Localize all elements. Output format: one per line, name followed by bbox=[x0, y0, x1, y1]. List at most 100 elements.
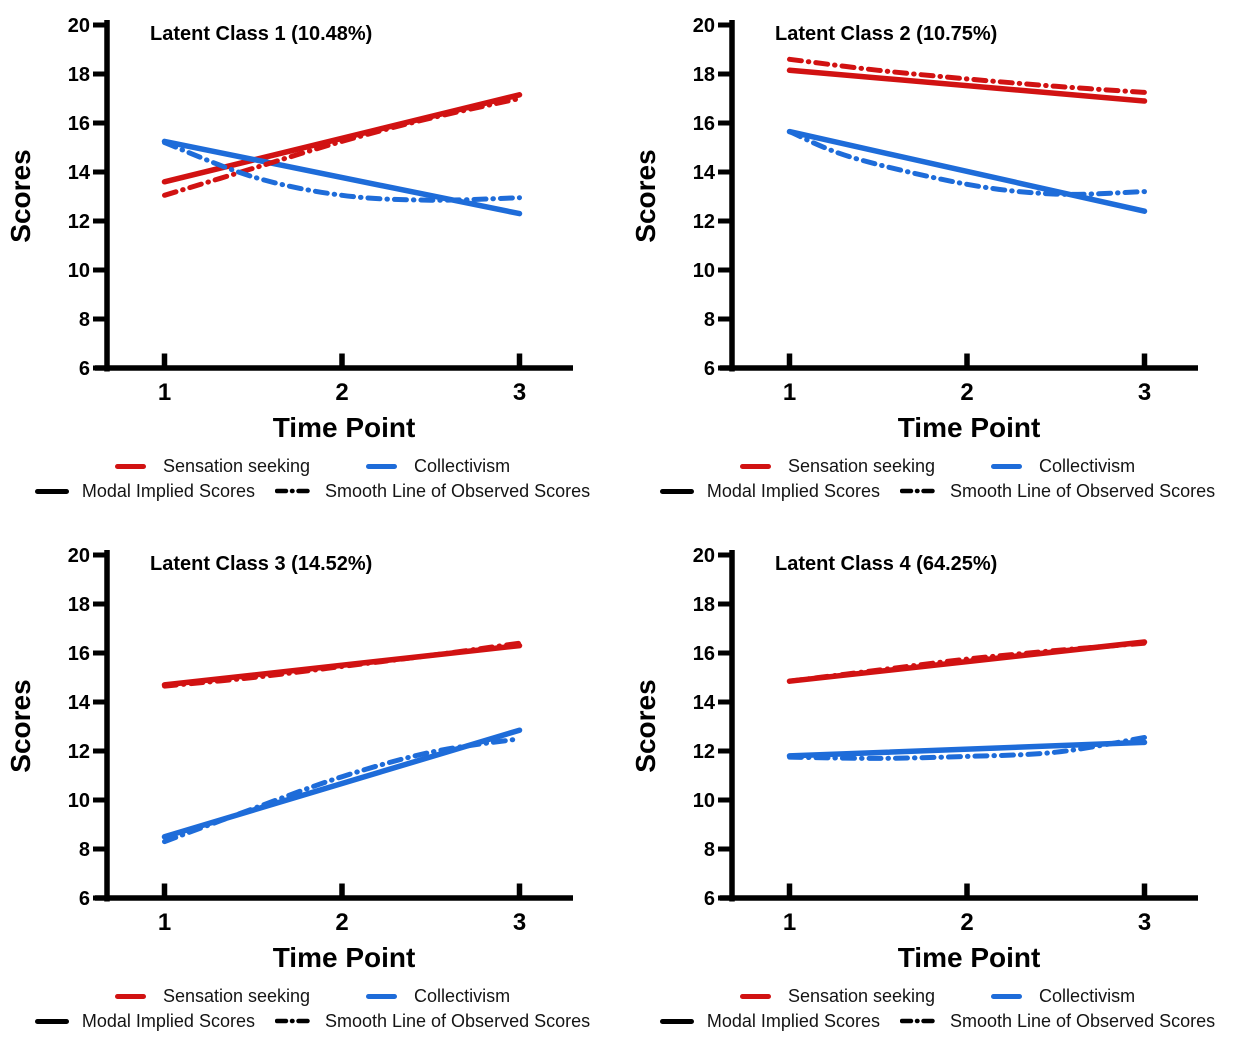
y-tick-label: 10 bbox=[693, 260, 715, 282]
y-tick-label: 16 bbox=[68, 113, 90, 135]
legend-swatch-modal-implied bbox=[659, 1018, 694, 1024]
x-tick-label: 1 bbox=[783, 379, 796, 406]
legend-row-series: Sensation seeking Collectivism bbox=[625, 455, 1250, 477]
legend: Sensation seeking Collectivism Modal Imp… bbox=[0, 455, 625, 502]
legend-swatch-collectivism bbox=[366, 463, 398, 469]
legend-row-styles: Modal Implied Scores Smooth Line of Obse… bbox=[0, 1010, 625, 1032]
legend: Sensation seeking Collectivism Modal Imp… bbox=[625, 455, 1250, 502]
y-tick-label: 14 bbox=[68, 162, 91, 184]
x-tick-label: 2 bbox=[960, 379, 973, 406]
y-tick-label: 6 bbox=[704, 358, 715, 380]
legend-label-modal-implied: Modal Implied Scores bbox=[81, 1010, 255, 1031]
y-tick-label: 10 bbox=[68, 260, 90, 282]
panel-title: Latent Class 2 (10.75%) bbox=[775, 23, 997, 45]
x-tick-label: 2 bbox=[335, 909, 348, 936]
legend-label-smooth-observed: Smooth Line of Observed Scores bbox=[324, 1010, 591, 1031]
legend: Sensation seeking Collectivism Modal Imp… bbox=[0, 985, 625, 1032]
y-tick-label: 8 bbox=[704, 839, 715, 861]
series-collectivism-dashdot-line bbox=[787, 129, 1147, 197]
y-tick-label: 18 bbox=[68, 594, 90, 616]
legend: Sensation seeking Collectivism Modal Imp… bbox=[625, 985, 1250, 1032]
legend-label-modal-implied: Modal Implied Scores bbox=[706, 480, 880, 501]
x-tick-label: 3 bbox=[1138, 379, 1151, 406]
legend-label-collectivism: Collectivism bbox=[1039, 985, 1136, 1006]
legend-swatch-sensation-seeking bbox=[739, 463, 771, 469]
legend-swatch-sensation-seeking bbox=[114, 463, 146, 469]
y-tick-label: 8 bbox=[79, 309, 90, 331]
y-tick-label: 20 bbox=[693, 545, 715, 567]
series-sensation_seeking-dashdot-line bbox=[162, 96, 522, 198]
legend-swatch-collectivism bbox=[366, 993, 398, 999]
series-sensation_seeking-dashdot-line bbox=[787, 640, 1147, 684]
y-tick-label: 18 bbox=[693, 594, 715, 616]
series-sensation_seeking-dashdot-line bbox=[787, 56, 1147, 95]
y-tick-label: 12 bbox=[68, 741, 90, 763]
y-tick-label: 8 bbox=[704, 309, 715, 331]
y-axis-label: Scores bbox=[630, 149, 661, 242]
legend-row-series: Sensation seeking Collectivism bbox=[0, 985, 625, 1007]
y-axis-label: Scores bbox=[5, 149, 36, 242]
y-tick-label: 14 bbox=[693, 692, 716, 714]
legend-label-sensation-seeking: Sensation seeking bbox=[787, 455, 936, 476]
x-tick-label: 1 bbox=[783, 909, 796, 936]
y-tick-label: 6 bbox=[704, 888, 715, 910]
legend-label-collectivism: Collectivism bbox=[414, 985, 511, 1006]
series-collectivism-solid-line bbox=[786, 739, 1148, 759]
series-sensation_seeking-dashdot-line bbox=[162, 640, 522, 689]
y-tick-label: 10 bbox=[68, 790, 90, 812]
legend-label-modal-implied: Modal Implied Scores bbox=[81, 480, 255, 501]
y-tick-label: 8 bbox=[79, 839, 90, 861]
legend-row-series: Sensation seeking Collectivism bbox=[0, 455, 625, 477]
legend-label-sensation-seeking: Sensation seeking bbox=[162, 455, 311, 476]
legend-swatch-smooth-observed-dashdot-icon bbox=[274, 1018, 315, 1024]
y-axis-label: Scores bbox=[5, 679, 36, 772]
legend-label-smooth-observed: Smooth Line of Observed Scores bbox=[949, 1010, 1216, 1031]
panel-latent-class-1: 6 8 10 12 14 16 18 20 1 2 3 Latent Class 1 (10.48%)… bbox=[0, 0, 625, 530]
x-tick-label: 2 bbox=[960, 909, 973, 936]
panel-title: Latent Class 4 (64.25%) bbox=[775, 553, 997, 575]
series-collectivism-dashdot-line bbox=[162, 736, 522, 845]
x-axis-label: Time Point bbox=[898, 412, 1041, 443]
legend-row-styles: Modal Implied Scores Smooth Line of Obse… bbox=[625, 480, 1250, 502]
x-tick-label: 3 bbox=[513, 909, 526, 936]
y-axis-label: Scores bbox=[630, 679, 661, 772]
y-tick-label: 14 bbox=[68, 692, 91, 714]
y-tick-label: 20 bbox=[693, 15, 715, 37]
x-axis-label: Time Point bbox=[898, 942, 1041, 973]
legend-swatch-collectivism bbox=[991, 463, 1023, 469]
legend-swatch-modal-implied bbox=[659, 488, 694, 494]
series-sensation_seeking-solid-line bbox=[161, 92, 523, 185]
y-tick-label: 16 bbox=[68, 643, 90, 665]
x-tick-label: 2 bbox=[335, 379, 348, 406]
y-tick-label: 12 bbox=[693, 211, 715, 233]
legend-swatch-sensation-seeking bbox=[114, 993, 146, 999]
legend-swatch-smooth-observed-dashdot-icon bbox=[899, 1018, 940, 1024]
y-tick-label: 6 bbox=[79, 888, 90, 910]
legend-label-smooth-observed: Smooth Line of Observed Scores bbox=[949, 480, 1216, 501]
legend-swatch-smooth-observed-dashdot-icon bbox=[274, 488, 315, 494]
legend-label-smooth-observed: Smooth Line of Observed Scores bbox=[324, 480, 591, 501]
legend-label-modal-implied: Modal Implied Scores bbox=[706, 1010, 880, 1031]
legend-swatch-modal-implied bbox=[34, 488, 69, 494]
x-axis-label: Time Point bbox=[273, 412, 416, 443]
panel-latent-class-3: 6 8 10 12 14 16 18 20 1 2 3 Latent Class 3 (14.52%)… bbox=[0, 530, 625, 1043]
legend-label-sensation-seeking: Sensation seeking bbox=[162, 985, 311, 1006]
y-tick-label: 12 bbox=[693, 741, 715, 763]
panel-latent-class-4: 6 8 10 12 14 16 18 20 1 2 3 Latent Class 4 (64.25%)… bbox=[625, 530, 1250, 1043]
y-tick-label: 16 bbox=[693, 113, 715, 135]
y-tick-label: 20 bbox=[68, 15, 90, 37]
series-collectivism-dashdot-line bbox=[787, 735, 1147, 761]
y-tick-label: 6 bbox=[79, 358, 90, 380]
legend-label-collectivism: Collectivism bbox=[414, 455, 511, 476]
panel-title: Latent Class 3 (14.52%) bbox=[150, 553, 372, 575]
panel-latent-class-2: 6 8 10 12 14 16 18 20 1 2 3 Latent Class 2 (10.75%)… bbox=[625, 0, 1250, 530]
legend-row-series: Sensation seeking Collectivism bbox=[625, 985, 1250, 1007]
legend-swatch-collectivism bbox=[991, 993, 1023, 999]
series-collectivism-solid-line bbox=[786, 128, 1148, 214]
y-tick-label: 14 bbox=[693, 162, 716, 184]
x-tick-label: 1 bbox=[158, 379, 171, 406]
